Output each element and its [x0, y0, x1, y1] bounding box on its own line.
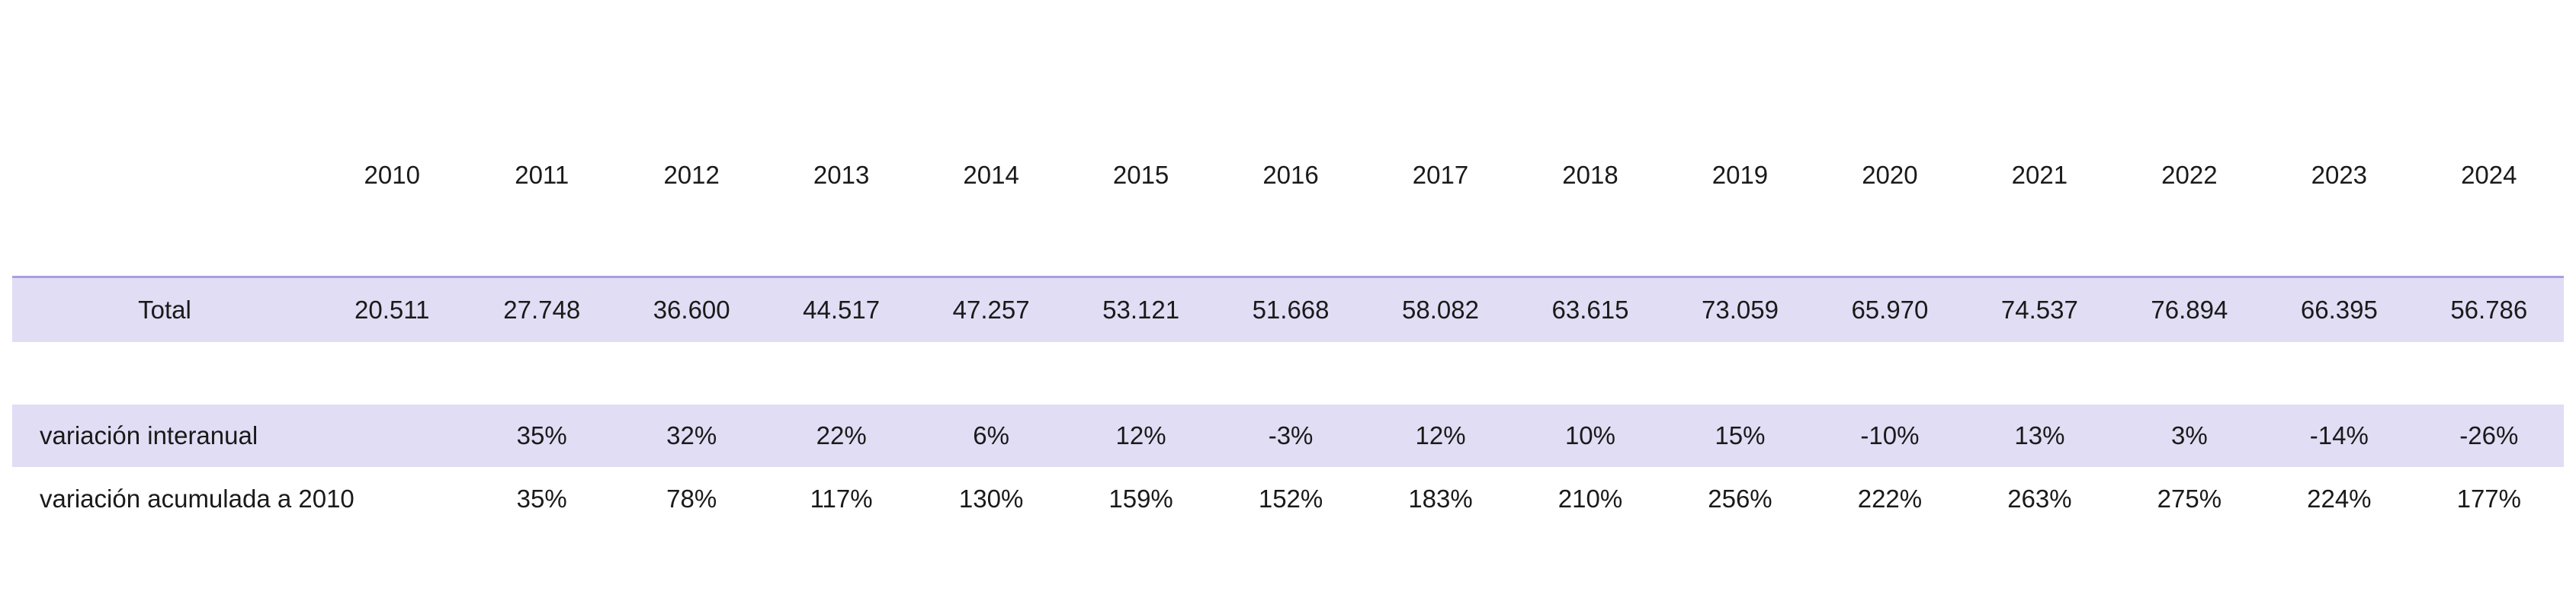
year-header-row: 2010 2011 2012 2013 2014 2015 2016 2017 …	[12, 149, 2564, 202]
total-cell: 56.786	[2450, 296, 2528, 324]
variacion-interanual-cell: 3%	[2171, 421, 2208, 449]
variacion-acumulada-cell: 159%	[1108, 485, 1173, 513]
variacion-interanual-cell: 6%	[973, 421, 1009, 449]
total-cell: 36.600	[653, 296, 730, 324]
variacion-acumulada-cell: 222%	[1857, 485, 1923, 513]
variacion-acumulada-cell: 256%	[1708, 485, 1772, 513]
total-cell: 44.517	[803, 296, 881, 324]
total-cell: 27.748	[503, 296, 581, 324]
year-header-cell: 2022	[2161, 161, 2218, 189]
variacion-acumulada-label: variación acumulada a 2010	[40, 485, 354, 513]
variacion-interanual-cells: 35% 32% 22% 6% 12% -3% 12% 10% 15% -10% …	[317, 421, 2564, 450]
total-cell: 76.894	[2151, 296, 2228, 324]
variacion-acumulada-cell: 224%	[2307, 485, 2372, 513]
variacion-acumulada-cell: 78%	[666, 485, 717, 513]
total-cells: 20.511 27.748 36.600 44.517 47.257 53.12…	[317, 296, 2564, 325]
variacion-acumulada-cell: 117%	[810, 485, 873, 513]
variacion-acumulada-cells: 35% 78% 117% 130% 159% 152% 183% 210% 25…	[317, 485, 2564, 513]
year-header-cell: 2016	[1262, 161, 1319, 189]
variacion-interanual-cell: 12%	[1415, 421, 1466, 449]
variacion-interanual-cell: -10%	[1860, 421, 1920, 449]
year-header-cell: 2023	[2311, 161, 2368, 189]
variacion-acumulada-cell	[317, 485, 467, 513]
variacion-acumulada-cell: 263%	[2007, 485, 2072, 513]
year-header-cell: 2012	[663, 161, 720, 189]
total-cell: 20.511	[354, 296, 430, 324]
total-cell: 73.059	[1701, 296, 1779, 324]
variacion-acumulada-cell: 35%	[516, 485, 567, 513]
total-label: Total	[138, 296, 191, 324]
variacion-acumulada-cell: 130%	[958, 485, 1024, 513]
variacion-interanual-cell: -14%	[2309, 421, 2369, 449]
variacion-acumulada-cell: 177%	[2456, 485, 2521, 513]
variacion-interanual-cell: 35%	[516, 421, 567, 449]
variacion-interanual-cell: -26%	[2459, 421, 2519, 449]
year-header-cell: 2013	[813, 161, 870, 189]
total-cell: 65.970	[1851, 296, 1929, 324]
year-header-cell: 2011	[515, 161, 569, 189]
year-header-cell: 2017	[1412, 161, 1469, 189]
variacion-interanual-cell: -3%	[1268, 421, 1314, 449]
variacion-interanual-cell: 15%	[1715, 421, 1766, 449]
variacion-acumulada-cell: 183%	[1408, 485, 1473, 513]
year-header-cell: 2015	[1112, 161, 1169, 189]
year-header-cell: 2020	[1862, 161, 1918, 189]
total-row: Total 20.511 27.748 36.600 44.517 47.257…	[12, 276, 2564, 342]
variacion-interanual-cell: 12%	[1115, 421, 1166, 449]
year-header-cell: 2021	[2011, 161, 2068, 189]
total-cell: 51.668	[1252, 296, 1330, 324]
year-header-cells: 2010 2011 2012 2013 2014 2015 2016 2017 …	[317, 161, 2564, 190]
variacion-interanual-cell: 32%	[666, 421, 717, 449]
year-header-cell: 2010	[364, 161, 420, 189]
total-cell: 63.615	[1551, 296, 1629, 324]
variacion-interanual-label: variación interanual	[40, 421, 258, 449]
variacion-interanual-cell	[317, 421, 467, 450]
variacion-interanual-cell: 22%	[816, 421, 867, 449]
year-header-cell: 2018	[1562, 161, 1618, 189]
variacion-acumulada-cell: 275%	[2157, 485, 2222, 513]
variacion-interanual-cell: 13%	[2014, 421, 2065, 449]
variacion-acumulada-cell: 152%	[1258, 485, 1323, 513]
year-header-cell: 2019	[1711, 161, 1769, 189]
total-cell: 53.121	[1102, 296, 1180, 324]
year-header-cell: 2024	[2461, 161, 2517, 189]
total-cell: 74.537	[2000, 296, 2078, 324]
total-cell: 58.082	[1402, 296, 1479, 324]
year-header-cell: 2014	[963, 161, 1019, 189]
total-cell: 47.257	[952, 296, 1030, 324]
variacion-interanual-cell: 10%	[1564, 421, 1616, 449]
variacion-acumulada-row: variación acumulada a 2010 35% 78% 117% …	[12, 470, 2564, 528]
variacion-acumulada-cell: 210%	[1557, 485, 1623, 513]
total-cell: 66.395	[2300, 296, 2378, 324]
variacion-interanual-row: variación interanual 35% 32% 22% 6% 12% …	[12, 405, 2564, 467]
